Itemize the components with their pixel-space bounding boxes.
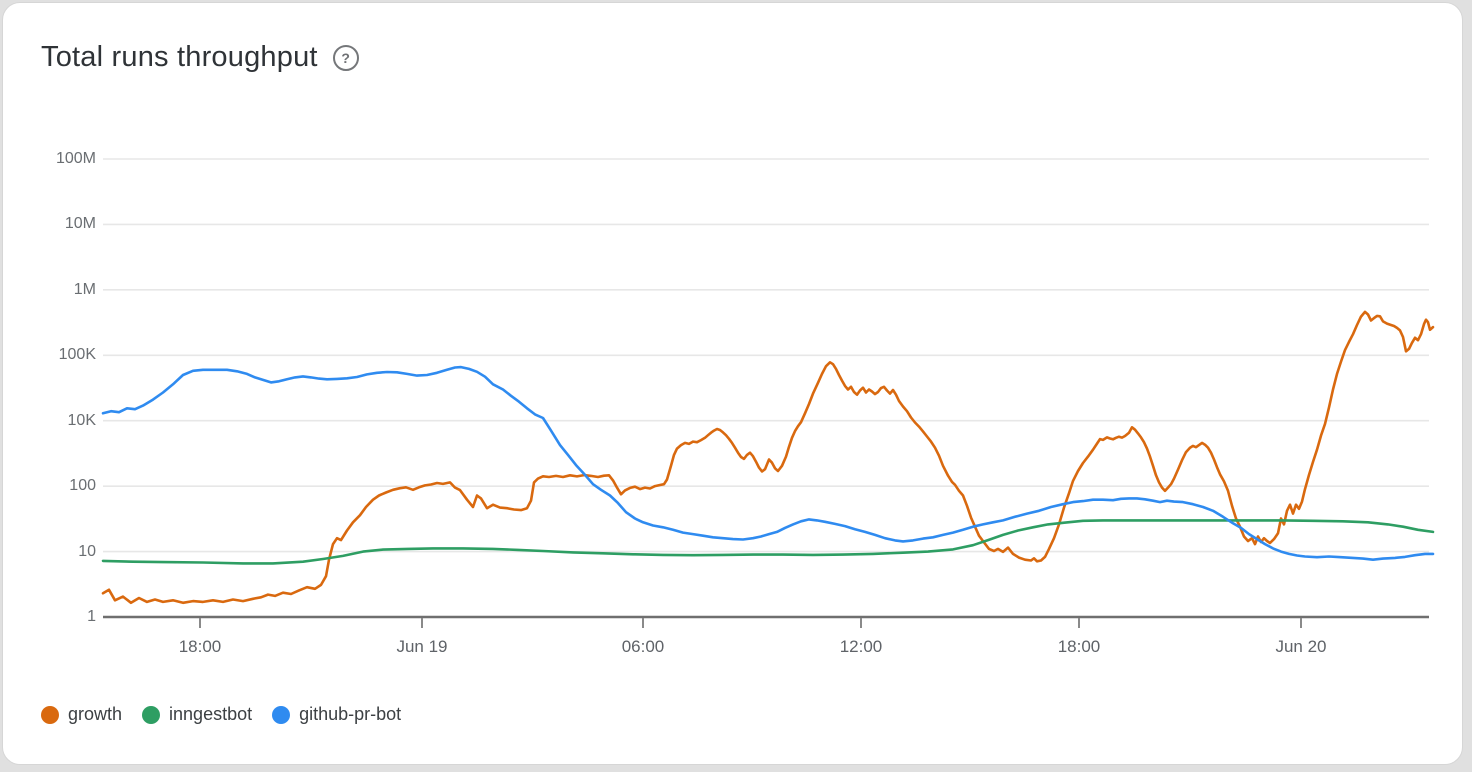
legend-label: inngestbot <box>169 704 253 724</box>
legend-label: github-pr-bot <box>299 704 402 724</box>
inngestbot-series-dot-icon <box>142 705 161 724</box>
y-axis-label: 100 <box>69 477 96 494</box>
x-axis-label: Jun 20 <box>1275 637 1327 656</box>
github-pr-bot-series-dot-icon <box>272 705 291 724</box>
y-axis-label: 100M <box>55 150 96 167</box>
legend: growth inngestbot github-pr-bot <box>41 704 421 725</box>
y-axis-label: 10K <box>67 412 96 429</box>
x-axis-label: 18:00 <box>1057 637 1101 656</box>
y-axis-label: 1M <box>73 281 96 298</box>
y-axis-label: 10M <box>64 215 96 232</box>
card-header: Total runs throughput ? <box>41 41 359 74</box>
y-axis-label: 1 <box>87 608 96 625</box>
x-axis-label: 06:00 <box>621 637 665 656</box>
growth-series-dot-icon <box>41 705 59 724</box>
legend-label: growth <box>68 704 123 724</box>
help-icon[interactable]: ? <box>332 44 359 71</box>
y-axis-label: 100K <box>58 346 96 363</box>
x-axis-label: 18:00 <box>178 637 222 656</box>
legend-item-inngestbot[interactable]: inngestbot <box>142 704 252 725</box>
legend-item-growth[interactable]: growth <box>41 704 122 725</box>
y-axis-label: 10 <box>78 543 96 560</box>
throughput-chart[interactable] <box>3 3 1463 765</box>
x-axis-label: Jun 19 <box>396 637 448 656</box>
page-title: Total runs throughput <box>41 41 318 73</box>
x-axis-label: 12:00 <box>839 637 883 656</box>
legend-item-github-pr-bot[interactable]: github-pr-bot <box>272 704 401 725</box>
